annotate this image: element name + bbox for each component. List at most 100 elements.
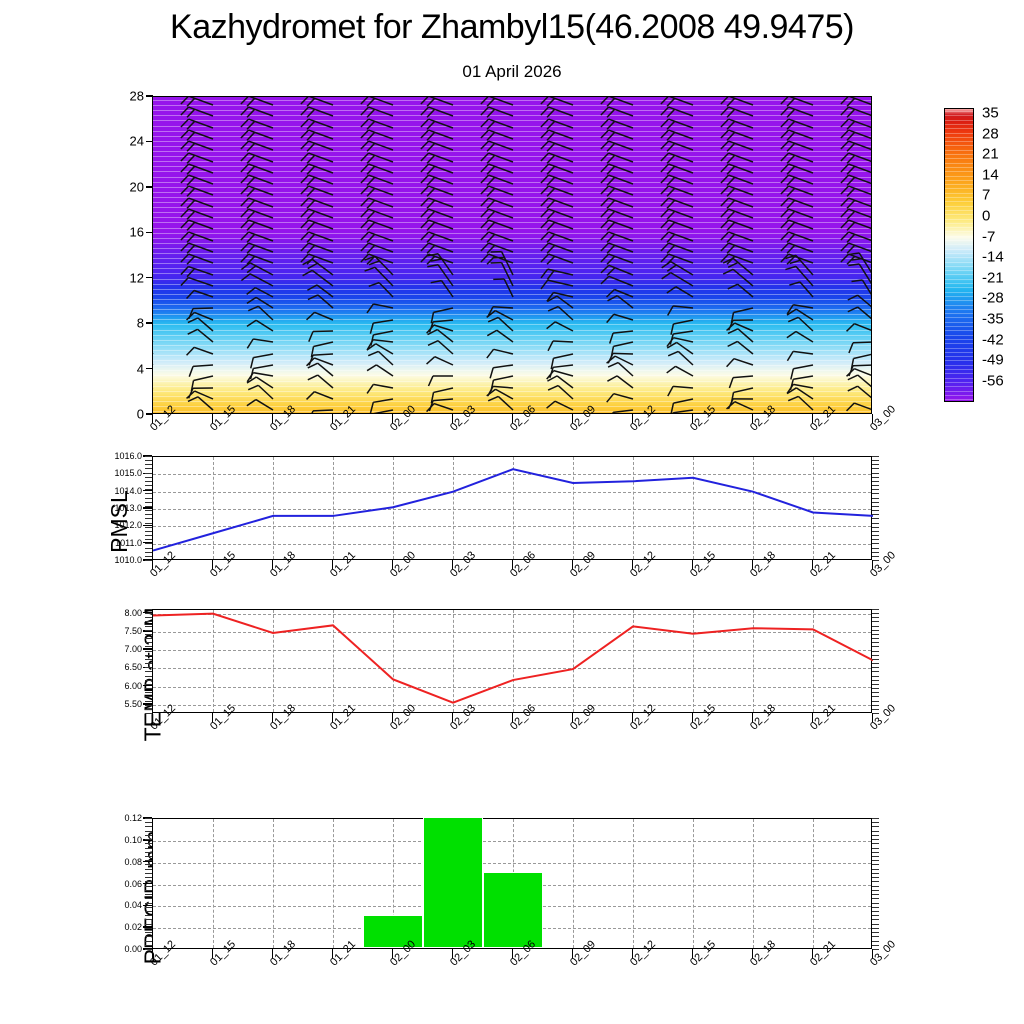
wind-barb: [240, 197, 274, 209]
wind-barb: [660, 151, 694, 164]
precip-bar-series: [153, 817, 871, 948]
wind-barb: [547, 340, 574, 352]
wind-barb: [480, 117, 514, 130]
contour-line: [153, 406, 871, 407]
wind-barb: [186, 311, 214, 321]
wind-barb: [240, 230, 274, 243]
wind-barb: [300, 230, 334, 243]
x-tick: [632, 713, 634, 722]
y-minor-tick-right: [872, 654, 879, 656]
y-tick-label: 5.50: [124, 698, 142, 709]
wind-barb: [786, 350, 814, 361]
y-minor-tick-right: [872, 877, 879, 879]
x-tick: [392, 713, 394, 722]
contour-line: [153, 191, 871, 193]
y-minor-tick: [145, 480, 152, 482]
precip-bar[interactable]: [423, 817, 483, 948]
contour-line: [153, 298, 871, 300]
wind-barb: [840, 208, 871, 220]
precip-bar[interactable]: [483, 871, 543, 948]
contour-line: [153, 120, 871, 122]
temperature-colorbar[interactable]: [944, 108, 974, 402]
vertical-cross-section-plot[interactable]: [152, 96, 872, 414]
wind-barb: [720, 174, 754, 186]
colorbar-gradient: [945, 109, 973, 401]
y-tick-label: 1016.0: [114, 451, 142, 461]
wind-barb: [300, 151, 334, 164]
y-minor-tick-right: [872, 847, 879, 849]
precip-chart[interactable]: [152, 817, 872, 949]
gridline-vertical: [633, 819, 634, 948]
y-tick-label: 1013.0: [114, 503, 142, 513]
wind-barb: [180, 174, 214, 186]
colorbar-band: [945, 326, 973, 327]
wind-barb: [246, 297, 274, 310]
contour-line: [153, 105, 871, 107]
colorbar-band: [945, 252, 973, 254]
y-tick: [143, 559, 152, 561]
wind-barb: [240, 242, 274, 254]
temp-2m-chart[interactable]: [152, 609, 874, 713]
pmsl-chart[interactable]: [152, 456, 874, 560]
wind-barb: [660, 219, 694, 232]
wind-barb: [787, 316, 814, 332]
wind-barb: [606, 313, 634, 323]
wind-barb: [851, 279, 871, 296]
wind-barb: [600, 197, 634, 209]
contour-line: [153, 385, 871, 387]
colorbar-tick-label: 21: [982, 145, 999, 163]
main-y-tick-label: 8: [136, 315, 144, 331]
wind-barb: [300, 242, 334, 254]
gridline-horizontal: [153, 686, 871, 688]
precip-bar[interactable]: [363, 915, 423, 948]
wind-barb: [547, 374, 574, 389]
x-tick: [272, 949, 274, 958]
contour-line: [153, 242, 871, 244]
wind-barb: [247, 384, 274, 400]
wind-barb: [246, 375, 274, 389]
contour-line: [153, 140, 871, 142]
y-tick-label: 6.50: [124, 662, 142, 673]
x-tick: [572, 713, 574, 722]
y-minor-tick: [145, 696, 152, 698]
y-minor-tick: [145, 919, 152, 921]
y-minor-tick: [145, 683, 152, 685]
y-tick-label: 6.00: [124, 680, 142, 691]
wind-barb: [612, 409, 634, 413]
x-tick: [632, 949, 634, 958]
wind-barb: [360, 242, 394, 254]
colorbar-band: [945, 390, 973, 392]
x-tick: [452, 949, 454, 958]
y-minor-tick-right: [872, 834, 879, 836]
y-minor-tick: [145, 646, 152, 648]
colorbar-band: [945, 338, 973, 340]
wind-barb: [360, 219, 394, 232]
y-minor-tick-right: [872, 906, 879, 908]
y-minor-tick: [145, 543, 152, 545]
wind-barb: [846, 402, 871, 412]
x-tick: [512, 949, 514, 958]
wind-barb: [300, 197, 334, 209]
contour-line: [153, 207, 871, 209]
wind-barb: [480, 219, 514, 232]
wind-barb: [547, 305, 574, 321]
contour-line: [153, 181, 871, 183]
wind-barb: [427, 339, 454, 355]
y-minor-tick-right: [872, 493, 879, 495]
wind-barb: [600, 106, 634, 119]
gridline-vertical: [513, 457, 514, 559]
wind-barb: [840, 219, 871, 232]
colorbar-band: [945, 291, 973, 293]
wind-barb: [311, 409, 334, 413]
y-minor-tick: [145, 625, 152, 627]
gridline-vertical: [693, 610, 694, 712]
contour-line: [153, 360, 871, 362]
y-minor-tick-right: [872, 889, 879, 891]
wind-barb: [840, 242, 871, 254]
y-minor-tick-right: [872, 505, 879, 507]
y-minor-tick: [145, 654, 152, 656]
wind-barb: [667, 385, 694, 396]
contour-line: [153, 212, 871, 214]
y-minor-tick: [145, 526, 152, 528]
wind-barb: [780, 219, 814, 232]
